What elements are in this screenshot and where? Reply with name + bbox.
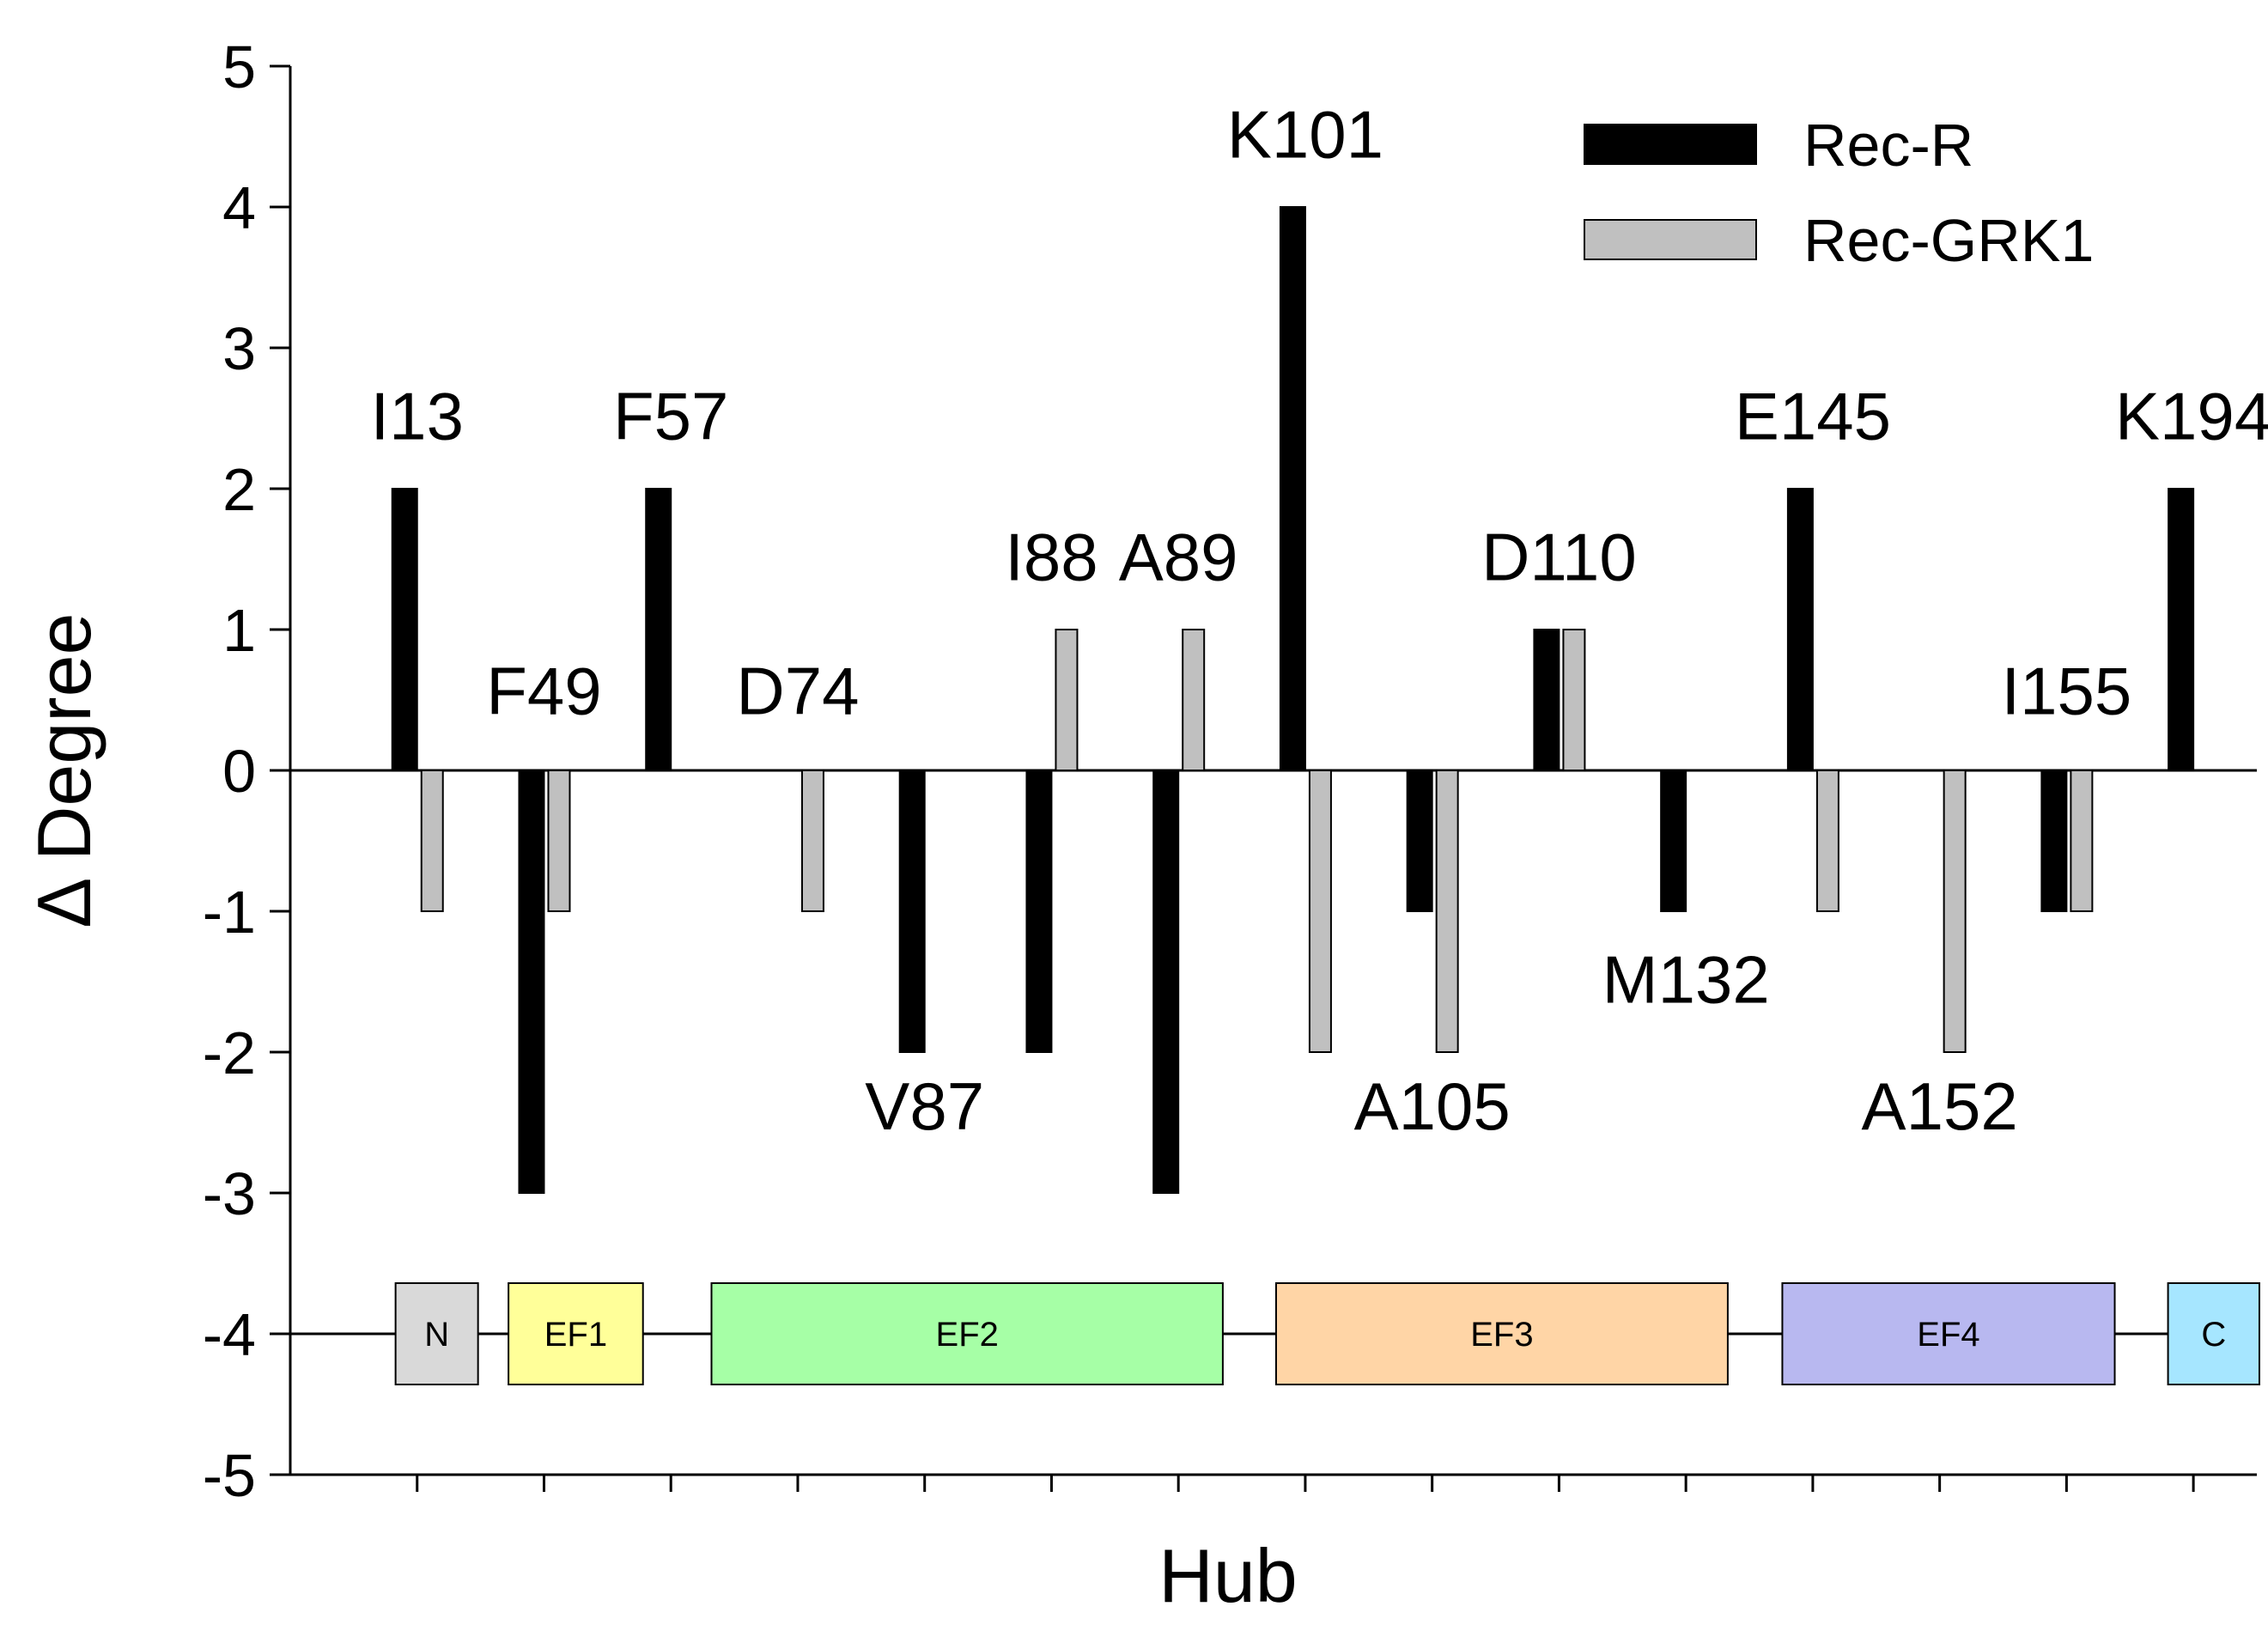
hub-label: D110: [1481, 520, 1637, 595]
domain-label: N: [424, 1316, 449, 1354]
bar-rec-r: [1533, 629, 1560, 771]
legend-swatch-rec-r: [1584, 124, 1757, 165]
bar-rec-grk1: [2070, 770, 2094, 912]
bar-rec-r: [645, 488, 672, 771]
y-tick-label: 3: [222, 315, 256, 382]
bar-rec-r: [898, 770, 926, 1053]
bar-rec-grk1: [1182, 629, 1206, 771]
y-tick-label: 2: [222, 456, 256, 523]
domain-label: EF4: [1917, 1316, 1979, 1354]
bar-rec-r: [2168, 488, 2195, 771]
hub-label: V87: [865, 1068, 984, 1144]
domain-box: [1274, 1282, 1729, 1385]
hub-label: I155: [2001, 653, 2131, 728]
hub-label: E145: [1735, 379, 1891, 454]
hub-label: M132: [1602, 942, 1770, 1018]
y-axis-title: Δ Degree: [21, 613, 106, 928]
x-axis-title: Hub: [1158, 1533, 1297, 1618]
bar-rec-r: [2040, 770, 2068, 912]
y-tick-label: 1: [222, 597, 256, 664]
bar-rec-grk1: [1943, 770, 1967, 1053]
domain-label: C: [2201, 1316, 2226, 1354]
hub-label: A89: [1119, 520, 1238, 595]
bar-rec-r: [1786, 488, 1814, 771]
bar-rec-grk1: [420, 770, 444, 912]
bar-rec-r: [1279, 206, 1306, 771]
bar-rec-r: [1025, 770, 1053, 1053]
bar-rec-grk1: [1435, 770, 1459, 1053]
y-tick-label: -1: [203, 879, 256, 946]
domain-box: [710, 1282, 1224, 1385]
y-tick-label: -3: [203, 1160, 256, 1227]
bar-rec-grk1: [800, 770, 824, 912]
domain-label: EF3: [1470, 1316, 1533, 1354]
domain-label: EF1: [544, 1316, 607, 1354]
hub-label: F49: [486, 653, 601, 728]
bar-rec-r: [1660, 770, 1687, 912]
bar-rec-r: [391, 488, 418, 771]
y-tick-label: -2: [203, 1019, 256, 1086]
hub-label: I88: [1005, 520, 1098, 595]
bar-rec-r: [1406, 770, 1433, 912]
y-tick-label: 5: [222, 33, 256, 100]
legend-label-rec-grk1: Rec-GRK1: [1803, 207, 2094, 274]
y-tick-label: -5: [203, 1442, 256, 1509]
bar-rec-grk1: [1308, 770, 1332, 1053]
bar-rec-grk1: [1562, 629, 1586, 771]
domain-box: [508, 1282, 644, 1385]
legend-swatch-rec-grk1: [1584, 219, 1757, 260]
bar-rec-grk1: [1815, 770, 1839, 912]
domain-box: [1781, 1282, 2116, 1385]
hub-label: A152: [1862, 1068, 2018, 1144]
hub-label: K101: [1227, 97, 1383, 173]
bar-rec-r: [1152, 770, 1180, 1194]
y-tick-label: 0: [222, 738, 256, 805]
legend-label-rec-r: Rec-R: [1803, 112, 1973, 179]
hub-label: I13: [371, 379, 464, 454]
y-tick-label: 4: [222, 174, 256, 241]
bar-rec-grk1: [547, 770, 571, 912]
y-tick-label: -4: [203, 1301, 256, 1368]
hub-label: A105: [1354, 1068, 1511, 1144]
domain-box: [2167, 1282, 2260, 1385]
bar-rec-r: [518, 770, 545, 1194]
bar-rec-grk1: [1055, 629, 1079, 771]
domain-box: [394, 1282, 479, 1385]
hub-label: D74: [736, 653, 859, 728]
hub-label: K194: [2115, 379, 2268, 454]
domain-label: EF2: [936, 1316, 999, 1354]
hub-label: F57: [613, 379, 728, 454]
